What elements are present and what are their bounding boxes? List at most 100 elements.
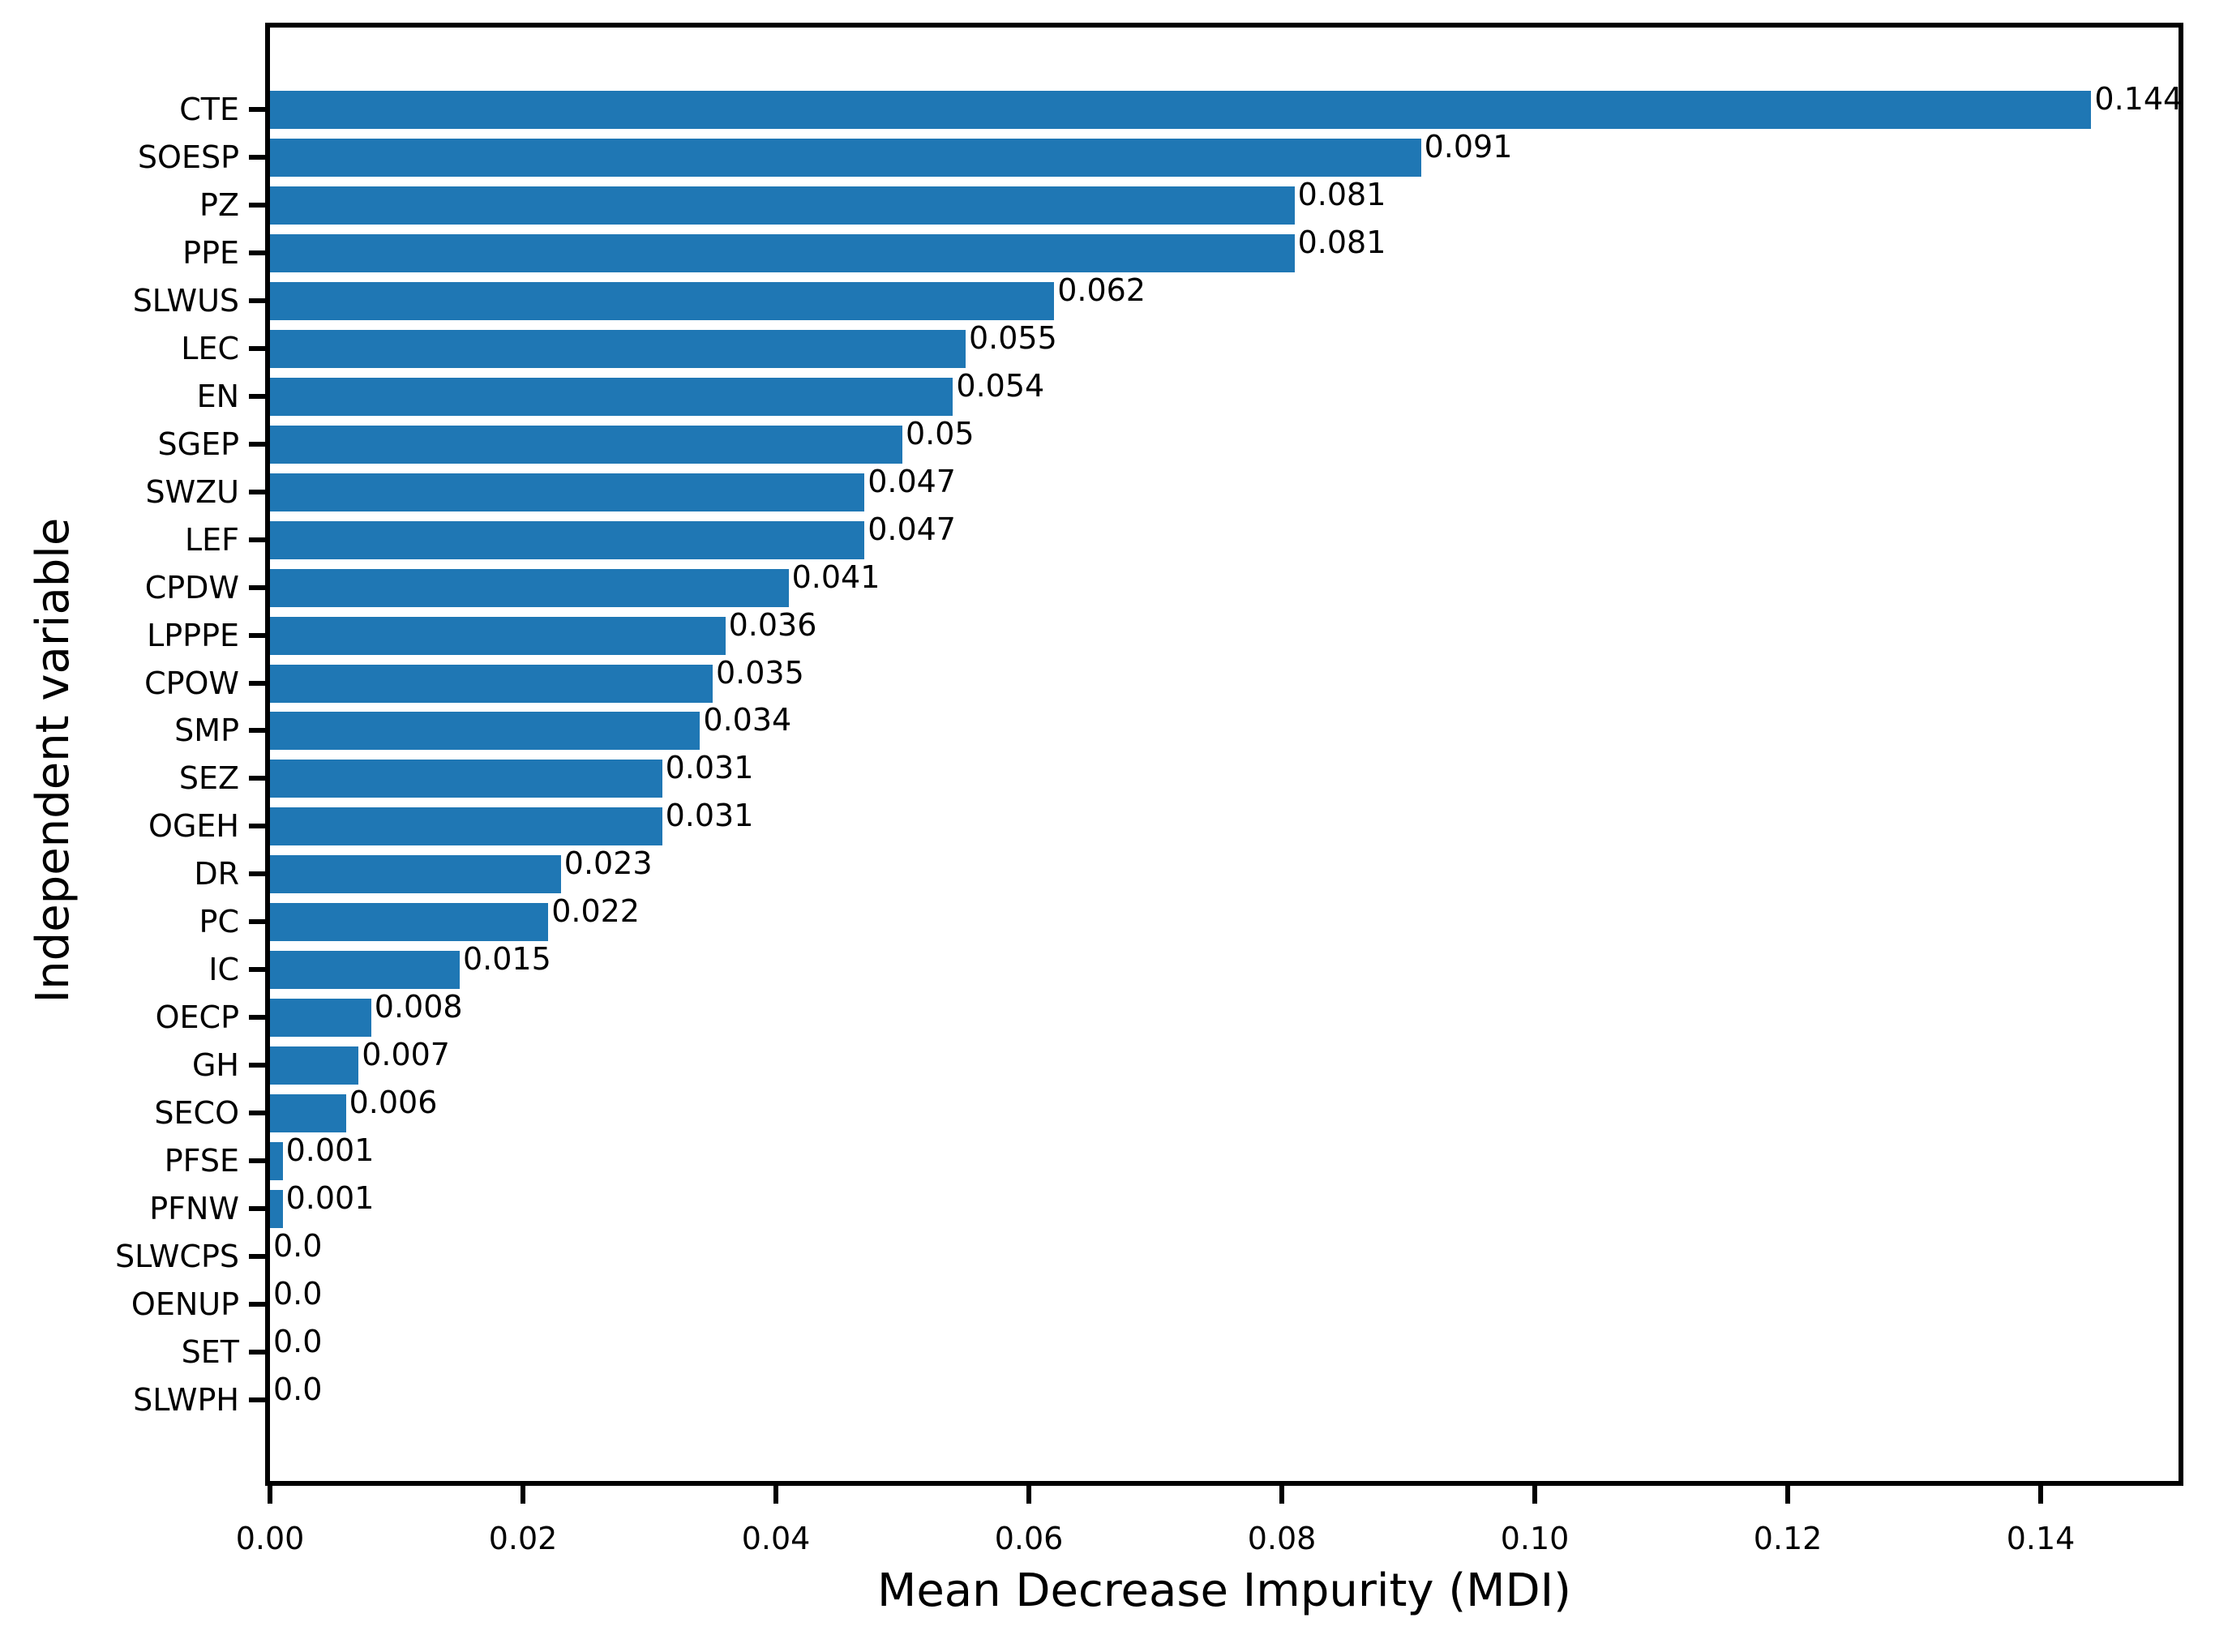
bar-value-label: 0.034 (703, 702, 792, 738)
bar-value-label: 0.035 (716, 654, 804, 691)
y-tick-mark (249, 824, 265, 829)
y-tick-label: SWZU (145, 473, 239, 510)
bar-value-label: 0.081 (1297, 224, 1386, 260)
y-tick-label: CPDW (144, 569, 239, 606)
bar-value-label: 0.008 (374, 989, 463, 1025)
bar (270, 329, 966, 368)
y-tick-label: OENUP (131, 1286, 239, 1322)
x-axis-title: Mean Decrease Impurity (MDI) (877, 1564, 1571, 1617)
bar (270, 1046, 359, 1085)
y-tick-label: SMP (174, 713, 239, 749)
x-tick-label: 0.00 (235, 1521, 305, 1556)
bar-value-label: 0.091 (1424, 128, 1513, 165)
y-tick-mark (249, 776, 265, 781)
bar (270, 1094, 346, 1133)
bar (270, 91, 2092, 129)
bar (270, 520, 865, 559)
bar-value-label: 0.054 (956, 367, 1045, 404)
y-tick-mark (249, 584, 265, 590)
y-tick-label: SOESP (137, 139, 239, 175)
bar-value-label: 0.007 (362, 1037, 450, 1073)
bar-value-label: 0.05 (906, 415, 975, 452)
y-tick-mark (249, 1397, 265, 1402)
bar-value-label: 0.0 (273, 1228, 323, 1265)
bar-value-label: 0.031 (665, 798, 754, 834)
bar-value-label: 0.001 (285, 1132, 375, 1169)
bar-value-label: 0.001 (285, 1180, 375, 1217)
y-tick-mark (249, 393, 265, 399)
y-tick-label: SLWPH (133, 1381, 239, 1418)
y-tick-label: PC (199, 904, 239, 940)
bar (270, 760, 662, 798)
y-tick-label: LPPPE (147, 617, 239, 653)
y-tick-mark (249, 441, 265, 447)
y-tick-mark (249, 107, 265, 112)
bar (270, 903, 549, 942)
y-tick-mark (249, 919, 265, 925)
y-tick-label: EN (196, 378, 239, 414)
bar-value-label: 0.023 (563, 845, 653, 882)
y-tick-mark (249, 154, 265, 160)
bar (270, 281, 1055, 320)
bar (270, 616, 726, 655)
y-tick-mark (249, 967, 265, 973)
y-tick-mark (249, 1111, 265, 1116)
y-tick-mark (249, 297, 265, 303)
bar-value-label: 0.022 (551, 893, 640, 930)
y-tick-label: PPE (182, 234, 239, 271)
y-tick-label: IC (208, 952, 239, 988)
y-tick-mark (249, 1206, 265, 1212)
x-tick-label: 0.12 (1753, 1521, 1823, 1556)
y-tick-mark (249, 489, 265, 494)
y-tick-mark (249, 1015, 265, 1021)
y-tick-mark (249, 1158, 265, 1164)
y-tick-label: SEZ (178, 760, 239, 797)
y-tick-label: SLWCPS (115, 1239, 239, 1275)
y-tick-mark (249, 680, 265, 686)
bar (270, 951, 460, 990)
x-tick-mark (773, 1486, 778, 1504)
x-tick-label: 0.04 (741, 1521, 811, 1556)
bar (270, 807, 662, 846)
bar-value-label: 0.062 (1057, 272, 1146, 308)
y-tick-mark (249, 871, 265, 877)
bar (270, 425, 902, 464)
y-tick-label: SECO (154, 1095, 239, 1132)
y-tick-mark (249, 1063, 265, 1068)
y-tick-mark (249, 202, 265, 208)
bar-value-label: 0.055 (969, 319, 1057, 356)
bar-value-label: 0.0 (273, 1323, 323, 1359)
x-tick-mark (521, 1486, 525, 1504)
bar (270, 138, 1421, 177)
bar (270, 855, 561, 894)
bar-value-label: 0.015 (463, 941, 551, 978)
bar-value-label: 0.144 (2094, 81, 2183, 117)
bar-value-label: 0.031 (665, 750, 754, 786)
x-tick-label: 0.14 (2006, 1521, 2076, 1556)
y-tick-mark (249, 537, 265, 542)
x-tick-label: 0.06 (994, 1521, 1064, 1556)
bar-value-label: 0.041 (791, 559, 880, 595)
y-tick-label: PZ (199, 186, 239, 223)
bar-value-label: 0.0 (273, 1276, 323, 1312)
bar (270, 712, 700, 751)
bar (270, 377, 953, 416)
y-tick-mark (249, 632, 265, 638)
y-tick-label: PFNW (149, 1191, 239, 1227)
y-tick-label: CTE (179, 92, 239, 127)
bar (270, 999, 371, 1038)
bar (270, 664, 713, 703)
y-tick-label: SLWUS (132, 282, 239, 319)
bar (270, 186, 1295, 225)
x-tick-mark (1026, 1486, 1031, 1504)
y-tick-label: DR (194, 856, 239, 892)
bar (270, 568, 789, 607)
bar-value-label: 0.0 (273, 1371, 323, 1407)
x-tick-mark (268, 1486, 272, 1504)
bar (270, 1190, 283, 1229)
plot-area (265, 23, 2183, 1486)
y-tick-label: OECP (155, 999, 239, 1036)
bar-value-label: 0.036 (728, 606, 817, 643)
y-tick-label: GH (191, 1047, 239, 1084)
